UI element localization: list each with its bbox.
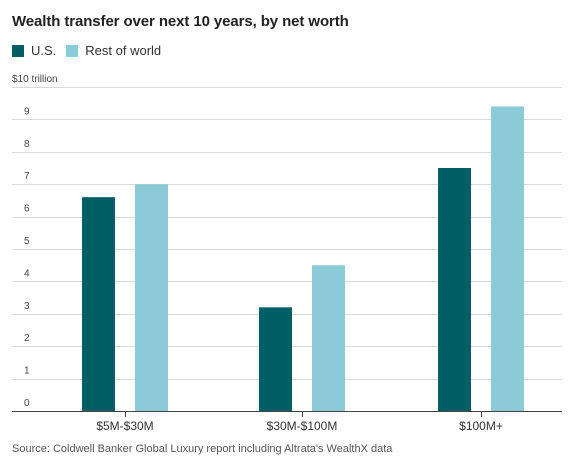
x-tick-label-1: $30M-$100M [267, 419, 338, 433]
y-tick-label-4: 4 [24, 268, 30, 279]
y-tick-label-1: 1 [24, 366, 30, 377]
bar-rest-of-world-0 [135, 184, 168, 411]
bar-rest-of-world-2 [491, 106, 524, 411]
y-tick-label-9: 9 [24, 106, 30, 117]
x-tick-label-2: $100M+ [459, 419, 503, 433]
legend: U.S. Rest of world [12, 43, 171, 58]
legend-swatch-rest-of-world [66, 44, 79, 57]
y-tick-label-3: 3 [24, 301, 30, 312]
bar-us-0 [82, 197, 115, 411]
chart-title: Wealth transfer over next 10 years, by n… [12, 13, 349, 30]
bar-rest-of-world-1 [312, 265, 345, 411]
y-tick-label-0: 0 [24, 398, 30, 409]
legend-item-rest-of-world: Rest of world [66, 43, 161, 58]
y-tick-label-8: 8 [24, 139, 30, 150]
y-axis-label: $10 trillion [12, 74, 58, 85]
legend-label-us: U.S. [31, 43, 57, 58]
y-tick-label-5: 5 [24, 236, 30, 247]
legend-item-us: U.S. [12, 43, 56, 58]
legend-swatch-us [12, 44, 24, 57]
bar-us-2 [438, 168, 471, 411]
x-tick-label-0: $5M-$30M [96, 419, 153, 433]
legend-label-rest-of-world: Rest of world [85, 43, 162, 58]
bar-us-1 [259, 307, 292, 411]
y-tick-label-2: 2 [24, 333, 30, 344]
y-tick-label-6: 6 [24, 204, 30, 215]
y-tick-label-7: 7 [24, 171, 30, 182]
source-note: Source: Coldwell Banker Global Luxury re… [12, 443, 393, 455]
